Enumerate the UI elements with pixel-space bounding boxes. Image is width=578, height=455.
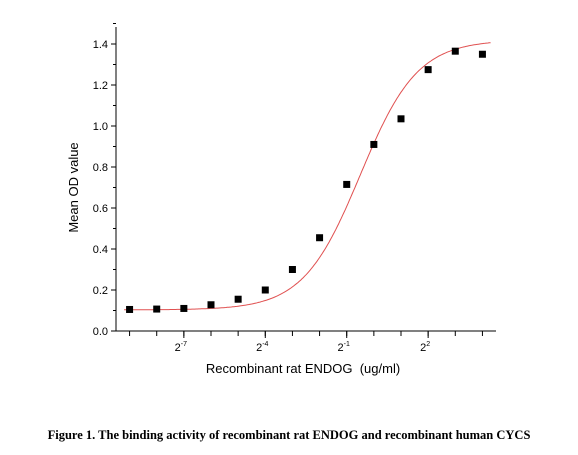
data-point — [261, 286, 269, 294]
data-point — [180, 304, 188, 312]
data-point — [343, 180, 351, 188]
figure-caption: Figure 1. The binding activity of recomb… — [47, 428, 531, 442]
data-point — [316, 234, 324, 242]
x-tick-label: 2-7 — [175, 341, 187, 354]
x-axis-label: Recombinant rat ENDOG (ug/ml) — [206, 361, 400, 376]
data-point — [153, 305, 161, 313]
data-point — [234, 295, 242, 303]
data-point — [126, 305, 134, 313]
data-point — [451, 47, 459, 55]
y-tick-label: 0.6 — [93, 203, 108, 215]
data-point — [397, 115, 405, 123]
y-tick-label: 1.4 — [93, 39, 108, 51]
data-point — [288, 266, 296, 273]
data-point — [207, 301, 215, 309]
data-point — [370, 140, 378, 148]
y-tick-label: 1.0 — [93, 121, 108, 133]
data-point — [424, 66, 432, 74]
x-tick-label: 2-4 — [256, 341, 268, 354]
chart: 0.0 0.2 0.4 0.6 0.8 1.0 1.2 1.4 2-7 2-4 2-1 22 Mean… — [66, 23, 496, 376]
y-tick-label: 1.2 — [93, 80, 108, 92]
x-tick-label: 22 — [420, 341, 430, 354]
y-tick-label: 0.2 — [93, 285, 108, 297]
x-tick-label: 2-1 — [338, 341, 350, 354]
y-tick-label: 0.0 — [93, 326, 108, 338]
fit-curve — [124, 42, 491, 311]
data-point — [478, 50, 486, 58]
y-axis-label: Mean OD value — [66, 142, 81, 232]
y-tick-label: 0.8 — [93, 162, 108, 174]
data-points — [126, 47, 486, 313]
axes — [115, 27, 496, 332]
ticks: 0.0 0.2 0.4 0.6 0.8 1.0 1.2 1.4 2-7 2-4 2-1 22 — [93, 23, 483, 354]
y-tick-label: 0.4 — [93, 244, 108, 256]
